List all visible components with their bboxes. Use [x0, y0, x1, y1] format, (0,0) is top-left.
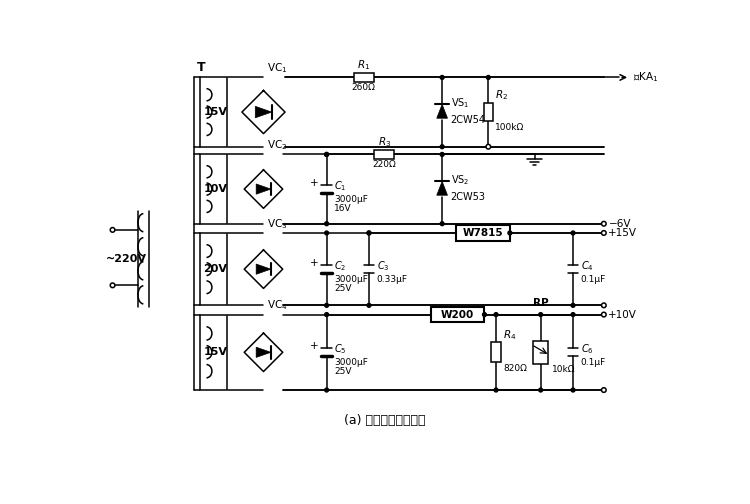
Bar [484, 103, 493, 121]
Circle shape [367, 231, 371, 235]
Text: $R_4$: $R_4$ [503, 329, 516, 342]
Circle shape [494, 388, 498, 392]
Circle shape [110, 283, 115, 288]
Circle shape [325, 388, 328, 392]
Text: 3000μF: 3000μF [334, 275, 368, 284]
Polygon shape [436, 181, 448, 195]
Text: T: T [197, 61, 206, 75]
Text: VC$_3$: VC$_3$ [266, 217, 287, 231]
Circle shape [486, 145, 490, 149]
Circle shape [602, 303, 606, 307]
Text: 0.1μF: 0.1μF [580, 358, 606, 367]
Text: 820Ω: 820Ω [503, 364, 526, 373]
Text: 2CW53: 2CW53 [451, 192, 485, 202]
Circle shape [440, 153, 444, 156]
Text: $C_6$: $C_6$ [580, 342, 593, 356]
Circle shape [367, 303, 371, 307]
Text: ~220V: ~220V [106, 254, 147, 264]
Text: 3000μF: 3000μF [334, 195, 368, 204]
Text: 100kΩ: 100kΩ [495, 123, 524, 132]
Bar [200, 78, 227, 147]
Text: +: + [310, 178, 318, 188]
Circle shape [325, 303, 328, 307]
Circle shape [325, 312, 328, 317]
Text: W7815: W7815 [463, 228, 503, 238]
Text: $R_2$: $R_2$ [495, 88, 508, 102]
Text: 25V: 25V [334, 284, 352, 293]
Polygon shape [256, 264, 271, 274]
Text: 0.33μF: 0.33μF [376, 275, 408, 284]
Circle shape [571, 303, 575, 307]
Text: 220Ω: 220Ω [373, 160, 396, 169]
Bar [200, 233, 227, 305]
Circle shape [602, 231, 606, 235]
Circle shape [538, 312, 542, 317]
Circle shape [440, 222, 444, 226]
Text: 2CW54: 2CW54 [451, 115, 485, 125]
Bar [456, 225, 510, 240]
Text: 16V: 16V [334, 204, 352, 213]
Circle shape [571, 388, 575, 392]
Circle shape [487, 76, 490, 79]
Text: −6V: −6V [608, 219, 631, 229]
Text: $C_1$: $C_1$ [334, 179, 346, 193]
Circle shape [110, 228, 115, 232]
Polygon shape [436, 104, 448, 118]
Circle shape [571, 231, 575, 235]
Circle shape [440, 76, 444, 79]
Text: $R_3$: $R_3$ [378, 135, 391, 149]
Circle shape [602, 312, 606, 317]
Text: (a) 直流工作电源电路: (a) 直流工作电源电路 [344, 414, 425, 427]
Text: $R_1$: $R_1$ [357, 58, 370, 72]
Text: 至KA$_1$: 至KA$_1$ [633, 70, 658, 84]
Circle shape [482, 312, 487, 317]
Circle shape [325, 231, 328, 235]
Text: 0.1μF: 0.1μF [580, 275, 606, 284]
Text: VC$_2$: VC$_2$ [266, 138, 286, 152]
Circle shape [325, 153, 328, 156]
Circle shape [602, 221, 606, 226]
Circle shape [440, 145, 444, 149]
Text: 260Ω: 260Ω [352, 83, 376, 92]
Text: $C_2$: $C_2$ [334, 259, 346, 273]
Text: 25V: 25V [334, 367, 352, 376]
Text: +15V: +15V [608, 228, 638, 238]
Text: +: + [310, 341, 318, 351]
Circle shape [494, 312, 498, 317]
Text: +: + [310, 258, 318, 268]
Text: 10V: 10V [203, 184, 227, 194]
Bar [533, 341, 548, 364]
Text: W200: W200 [441, 309, 474, 320]
Circle shape [508, 231, 512, 235]
Polygon shape [255, 106, 272, 118]
Bar [491, 342, 501, 362]
Circle shape [367, 231, 371, 235]
Circle shape [571, 312, 575, 317]
Bar [200, 154, 227, 224]
Text: +10V: +10V [608, 309, 638, 320]
Text: VS$_2$: VS$_2$ [451, 173, 469, 186]
Text: VC$_1$: VC$_1$ [266, 61, 287, 75]
Text: $C_4$: $C_4$ [580, 259, 593, 273]
Text: $C_3$: $C_3$ [376, 259, 389, 273]
Text: 3000μF: 3000μF [334, 358, 368, 367]
Text: $C_5$: $C_5$ [334, 342, 347, 356]
Text: 15V: 15V [203, 107, 227, 117]
Circle shape [602, 388, 606, 392]
Text: 10kΩ: 10kΩ [551, 365, 575, 374]
Circle shape [325, 222, 328, 226]
Bar [353, 73, 374, 82]
Circle shape [538, 388, 542, 392]
Bar [374, 150, 394, 159]
Polygon shape [256, 347, 271, 357]
Bar [200, 314, 227, 390]
Bar [430, 307, 484, 322]
Text: 15V: 15V [203, 347, 227, 357]
Text: 20V: 20V [203, 264, 227, 274]
Text: VS$_1$: VS$_1$ [451, 96, 470, 110]
Circle shape [325, 153, 328, 156]
Text: VC$_4$: VC$_4$ [266, 298, 287, 312]
Polygon shape [256, 184, 271, 194]
Text: RP: RP [532, 298, 548, 308]
